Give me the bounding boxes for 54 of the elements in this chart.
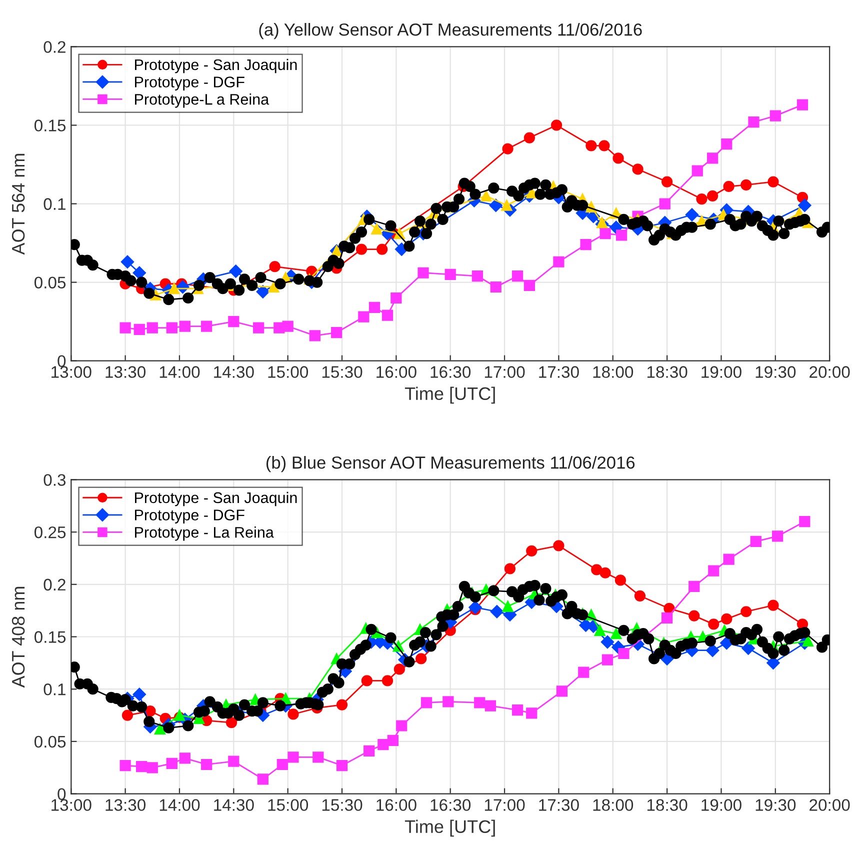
chart-title: (b) Blue Sensor AOT Measurements 11/06/2016 [266, 456, 635, 472]
x-tick-label: 20:00 [810, 366, 850, 378]
x-tick-label: 17:00 [484, 799, 525, 811]
x-tick-label: 13:00 [52, 799, 92, 811]
x-tick-label: 18:00 [593, 799, 634, 811]
y-tick-label: 0.15 [34, 631, 66, 643]
x-tick-label: 17:30 [539, 366, 579, 378]
y-tick-label: 0.3 [44, 474, 66, 486]
x-tick-label: 16:30 [430, 366, 471, 378]
x-tick-label: 16:30 [430, 799, 471, 811]
x-tick-label: 19:00 [702, 799, 742, 811]
y-tick-label: 0.05 [34, 736, 66, 748]
x-tick-label: 18:30 [647, 366, 688, 378]
legend-label: Prototype - La Reina [135, 526, 274, 541]
x-tick-label: 15:00 [268, 799, 308, 811]
legend-label: Prototype - San Joaquin [135, 492, 297, 506]
x-tick-label: 16:00 [376, 799, 416, 811]
y-tick-label: 0.2 [44, 578, 66, 591]
y-tick-label: 0.1 [44, 198, 66, 210]
y-tick-label: 0.1 [44, 684, 66, 696]
x-tick-label: 16:00 [376, 366, 416, 378]
x-tick-label: 15:00 [268, 366, 308, 378]
x-tick-label: 17:00 [484, 366, 525, 378]
x-tick-label: 14:30 [214, 366, 254, 378]
y-tick-label: 0 [58, 355, 66, 368]
x-tick-label: 18:30 [647, 799, 688, 811]
x-tick-label: 20:00 [810, 799, 850, 811]
legend-label: Prototype-L a Reina [135, 94, 270, 108]
x-tick-label: 19:30 [756, 799, 796, 811]
y-axis-title: AOT 408 nm [12, 586, 25, 688]
x-axis-title: Time [UTC] [404, 386, 495, 404]
y-tick-label: 0.2 [44, 41, 66, 53]
y-tick-label: 0.05 [34, 276, 66, 288]
x-tick-label: 18:00 [593, 366, 634, 378]
x-axis-title: Time [UTC] [404, 820, 495, 837]
x-tick-label: 17:30 [539, 799, 579, 811]
x-tick-label: 14:00 [160, 366, 200, 378]
x-tick-label: 19:00 [702, 366, 742, 378]
y-tick-label: 0.15 [34, 120, 66, 132]
chart-title: (a) Yellow Sensor AOT Measurements 11/06/2016 [259, 23, 642, 40]
x-tick-label: 15:30 [322, 366, 362, 378]
y-tick-label: 0.25 [34, 526, 66, 538]
x-tick-label: 13:00 [52, 366, 92, 378]
x-tick-label: 14:00 [160, 799, 200, 811]
x-tick-label: 15:30 [322, 799, 362, 811]
legend-label: Prototype - DGF [135, 510, 244, 524]
legend-label: Prototype - DGF [135, 76, 244, 90]
y-axis-title: AOT 564 nm [12, 154, 25, 255]
x-tick-label: 13:30 [106, 799, 146, 811]
legend-label: Prototype - San Joaquin [135, 58, 297, 74]
x-tick-label: 19:30 [756, 366, 796, 378]
x-tick-label: 13:30 [106, 366, 146, 378]
y-tick-label: 0 [58, 788, 66, 800]
x-tick-label: 14:30 [214, 799, 254, 811]
